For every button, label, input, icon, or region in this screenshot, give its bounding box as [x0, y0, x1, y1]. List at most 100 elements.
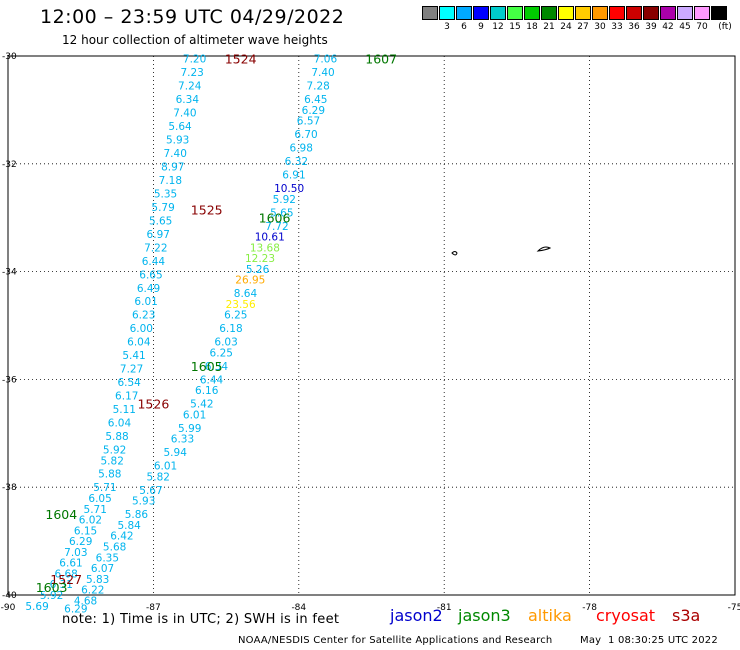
wave-height-label: 6.05	[88, 493, 111, 505]
wave-height-label: 6.25	[224, 310, 247, 322]
colorbar-swatch	[422, 6, 438, 20]
wave-height-label: 7.22	[144, 242, 167, 254]
colorbar-swatch	[677, 6, 693, 20]
longitude-tick-label: -75	[728, 603, 740, 613]
wave-height-label: 4.68	[74, 595, 97, 607]
wave-height-label: 6.32	[285, 156, 308, 168]
colorbar-swatch	[524, 6, 540, 20]
wave-height-label: 7.40	[173, 108, 196, 120]
wave-height-label: 5.93	[132, 496, 155, 508]
wave-height-label: 5.26	[246, 264, 270, 276]
page-subtitle: 12 hour collection of altimeter wave hei…	[62, 33, 328, 47]
colorbar-swatch	[660, 6, 676, 20]
wave-height-label: 5.84	[117, 520, 141, 532]
wave-height-label: 6.54	[117, 377, 141, 389]
wave-height-label: 5.65	[149, 215, 172, 227]
wave-height-label: 5.93	[166, 135, 189, 147]
wave-height-label: 6.34	[205, 361, 229, 373]
pass-time-label: 1525	[191, 203, 223, 218]
wave-height-label: 6.15	[74, 525, 97, 537]
generated-timestamp: May 1 08:30:25 UTC 2022	[580, 635, 718, 646]
wave-height-label: 5.92	[273, 194, 296, 206]
wave-height-label: 5.71	[84, 504, 107, 516]
colorbar-label: 36	[628, 22, 640, 32]
colorbar-label: 33	[611, 22, 623, 32]
wave-height-label: 6.61	[59, 558, 82, 570]
wave-height-label: 7.23	[180, 67, 203, 79]
colorbar-label: 45	[679, 22, 691, 32]
pass-time-label: 1603	[36, 580, 68, 595]
colorbar-swatch	[711, 6, 727, 20]
wave-height-label: 6.00	[130, 323, 153, 335]
colorbar-label: 3	[444, 22, 450, 32]
satellite-legend-jason3: jason3	[458, 606, 511, 625]
colorbar-swatch	[541, 6, 557, 20]
wave-height-label: 6.29	[64, 603, 87, 615]
wave-height-label: 10.61	[255, 232, 285, 244]
colorbar-swatch	[575, 6, 591, 20]
wave-height-label: 6.49	[137, 283, 160, 295]
wave-height-label: 5.86	[125, 509, 149, 521]
latitude-tick-label: -36	[2, 375, 17, 385]
satellite-legend-cryosat: cryosat	[596, 606, 656, 625]
colorbar-label: 18	[526, 22, 538, 32]
colorbar-label: 24	[560, 22, 572, 32]
wave-height-label: 5.99	[178, 423, 201, 435]
pass-time-label: 1527	[50, 572, 82, 587]
wave-height-label: 5.11	[113, 404, 136, 416]
pass-time-label: 1605	[191, 359, 223, 374]
wave-height-label: 5.67	[139, 485, 162, 497]
wave-height-label: 7.18	[159, 175, 182, 187]
colorbar-swatch	[643, 6, 659, 20]
wave-height-label: 7.20	[183, 54, 206, 66]
wave-height-label: 23.56	[226, 299, 256, 311]
longitude-tick-label: -84	[291, 603, 306, 613]
wave-height-label: 6.29	[69, 536, 92, 548]
wave-height-label: 5.41	[122, 350, 145, 362]
colorbar-label: 42	[662, 22, 674, 32]
wave-height-label: 6.04	[127, 337, 151, 349]
wave-height-label: 6.57	[297, 116, 320, 128]
page-title: 12:00 – 23:59 UTC 04/29/2022	[40, 6, 345, 28]
wave-height-label: 7.06	[314, 54, 338, 66]
wave-height-label: 6.23	[132, 310, 155, 322]
wave-height-label: 5.83	[86, 574, 109, 586]
wave-height-label: 6.18	[219, 323, 242, 335]
latitude-tick-label: -38	[2, 483, 17, 493]
wave-height-label: 5.82	[101, 455, 124, 467]
latitude-tick-label: -34	[2, 268, 17, 278]
wave-height-label: 12.23	[245, 253, 275, 265]
colorbar-label: 15	[509, 22, 521, 32]
wave-height-label: 6.65	[139, 269, 162, 281]
pass-time-label: 1526	[137, 397, 169, 412]
colorbar-label: 12	[492, 22, 504, 32]
wave-height-label: 7.27	[120, 364, 143, 376]
map-frame	[7, 55, 736, 596]
wave-height-label: 6.03	[214, 337, 237, 349]
wave-height-label: 5.92	[40, 590, 63, 602]
island-outline	[451, 251, 458, 256]
wave-height-label: 7.40	[164, 148, 187, 160]
wave-height-label: 6.01	[154, 461, 177, 473]
colorbar-swatch	[456, 6, 472, 20]
latitude-tick-label: -32	[2, 160, 17, 170]
wave-height-label: 10.50	[274, 183, 304, 195]
wave-height-label: 6.31	[50, 579, 73, 591]
wave-height-label: 5.71	[93, 482, 116, 494]
longitude-tick-label: -90	[1, 603, 16, 613]
longitude-tick-label: -81	[437, 603, 452, 613]
colorbar-swatch	[507, 6, 523, 20]
colorbar-swatch	[626, 6, 642, 20]
wave-height-label: 6.07	[91, 563, 114, 575]
wave-height-label: 26.95	[235, 275, 265, 287]
colorbar-unit: (ft)	[718, 22, 732, 32]
pass-time-label: 1607	[365, 52, 397, 67]
wave-height-label: 13.68	[250, 242, 280, 254]
wave-height-label: 6.91	[282, 170, 305, 182]
colorbar-label: 21	[543, 22, 555, 32]
wave-height-label: 6.98	[290, 143, 313, 155]
satellite-legend-s3a: s3a	[672, 606, 701, 625]
wave-height-label: 6.44	[142, 256, 166, 268]
wave-height-label: 7.72	[265, 221, 288, 233]
